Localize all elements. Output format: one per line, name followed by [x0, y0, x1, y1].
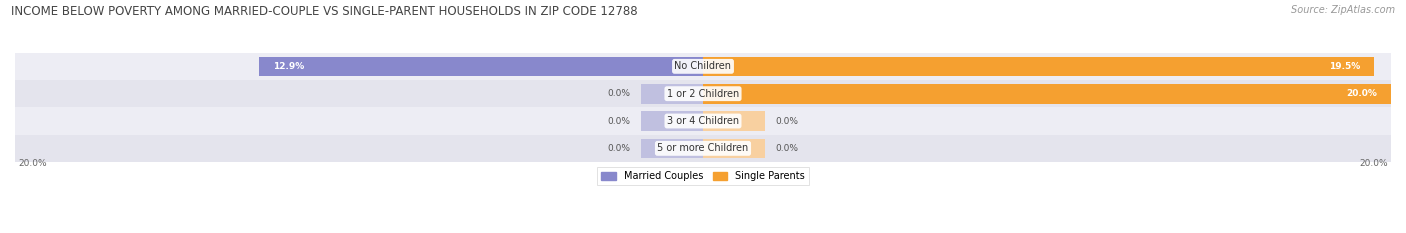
Bar [703, 138, 765, 158]
Bar [15, 135, 1391, 162]
Text: Source: ZipAtlas.com: Source: ZipAtlas.com [1291, 5, 1395, 15]
Bar [703, 57, 1374, 76]
Bar [15, 107, 1391, 135]
Text: 0.0%: 0.0% [775, 144, 799, 153]
Bar [15, 80, 1391, 107]
Bar [641, 111, 703, 131]
Text: 0.0%: 0.0% [775, 116, 799, 126]
Text: 20.0%: 20.0% [1347, 89, 1378, 98]
Text: 0.0%: 0.0% [607, 144, 631, 153]
Text: 3 or 4 Children: 3 or 4 Children [666, 116, 740, 126]
Text: No Children: No Children [675, 61, 731, 71]
Text: INCOME BELOW POVERTY AMONG MARRIED-COUPLE VS SINGLE-PARENT HOUSEHOLDS IN ZIP COD: INCOME BELOW POVERTY AMONG MARRIED-COUPL… [11, 5, 638, 18]
Bar [641, 84, 703, 103]
Text: 20.0%: 20.0% [1360, 159, 1388, 168]
Text: 20.0%: 20.0% [18, 159, 46, 168]
Bar [15, 53, 1391, 80]
Bar [703, 111, 765, 131]
Text: 19.5%: 19.5% [1329, 62, 1360, 71]
Bar [259, 57, 703, 76]
Text: 1 or 2 Children: 1 or 2 Children [666, 89, 740, 99]
Bar [641, 138, 703, 158]
Legend: Married Couples, Single Parents: Married Couples, Single Parents [598, 167, 808, 185]
Text: 12.9%: 12.9% [273, 62, 304, 71]
Text: 5 or more Children: 5 or more Children [658, 143, 748, 153]
Bar [703, 84, 1391, 103]
Text: 0.0%: 0.0% [607, 116, 631, 126]
Text: 0.0%: 0.0% [607, 89, 631, 98]
